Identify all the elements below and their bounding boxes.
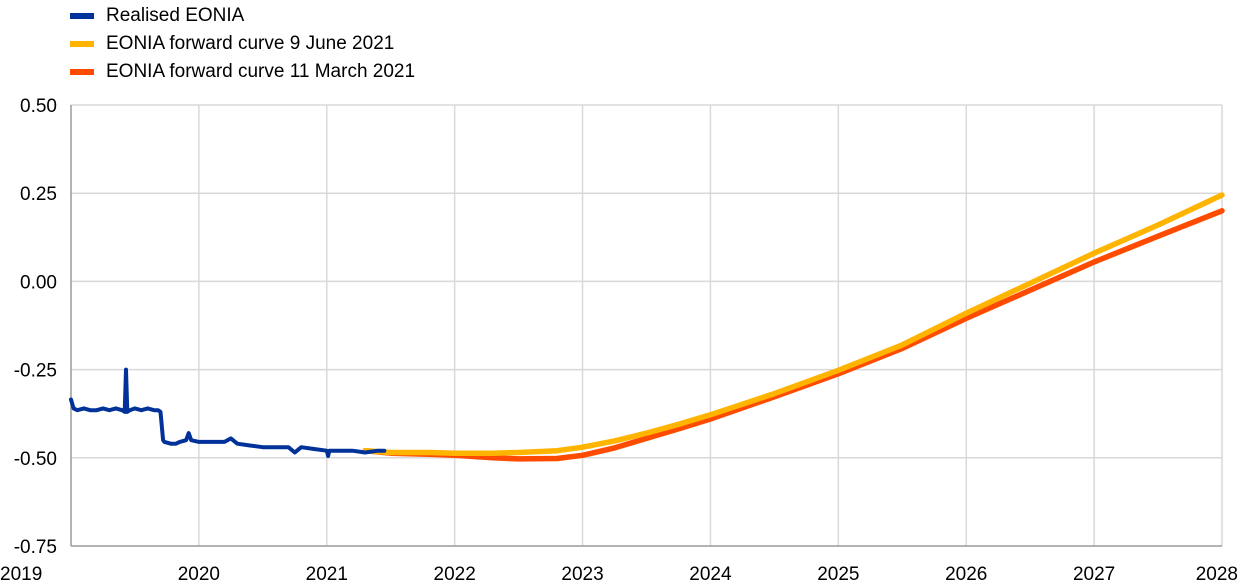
legend-swatch-forward-june <box>70 41 94 47</box>
series-lines <box>69 192 1225 462</box>
legend-swatch-forward-march <box>70 69 94 75</box>
legend-label-realised-eonia: Realised EONIA <box>106 5 245 26</box>
legend-label-forward-june: EONIA forward curve 9 June 2021 <box>106 33 395 54</box>
x-tick-label-6: 2025 <box>817 564 859 585</box>
y-tick-label-2: 0.00 <box>20 272 57 293</box>
series-line-0 <box>69 367 387 458</box>
x-tick-label-7: 2026 <box>945 564 987 585</box>
legend-item-realised-eonia: Realised EONIA <box>70 2 415 30</box>
chart-legend: Realised EONIA EONIA forward curve 9 Jun… <box>70 2 415 86</box>
x-tick-label-4: 2023 <box>561 564 603 585</box>
y-tick-label-0: 0.50 <box>20 96 57 117</box>
grid-lines <box>71 104 1223 546</box>
x-tick-label-3: 2022 <box>434 564 476 585</box>
y-tick-label-1: 0.25 <box>20 184 57 205</box>
legend-swatch-realised-eonia <box>70 13 94 19</box>
y-tick-label-3: -0.25 <box>14 361 57 382</box>
y-tick-label-4: -0.50 <box>14 449 57 470</box>
x-tick-label-8: 2027 <box>1073 564 1115 585</box>
legend-item-forward-march: EONIA forward curve 11 March 2021 <box>70 58 415 86</box>
axes <box>70 105 1222 547</box>
x-tick-label-2: 2021 <box>306 564 348 585</box>
legend-item-forward-june: EONIA forward curve 9 June 2021 <box>70 30 415 58</box>
x-tick-label-0: 2019 <box>0 564 42 585</box>
x-axis-tick-labels: 2019 2020 2021 2022 2023 2024 2025 2026 2027 2028 <box>0 564 1238 585</box>
legend-label-forward-march: EONIA forward curve 11 March 2021 <box>106 61 416 82</box>
x-tick-label-1: 2020 <box>178 564 220 585</box>
x-tick-label-9: 2028 <box>1196 564 1238 585</box>
series-line-1 <box>362 192 1225 456</box>
y-axis-tick-labels: 0.50 0.25 0.00 -0.25 -0.50 -0.75 <box>14 96 57 558</box>
y-tick-label-5: -0.75 <box>14 537 57 558</box>
x-tick-label-5: 2024 <box>689 564 732 585</box>
